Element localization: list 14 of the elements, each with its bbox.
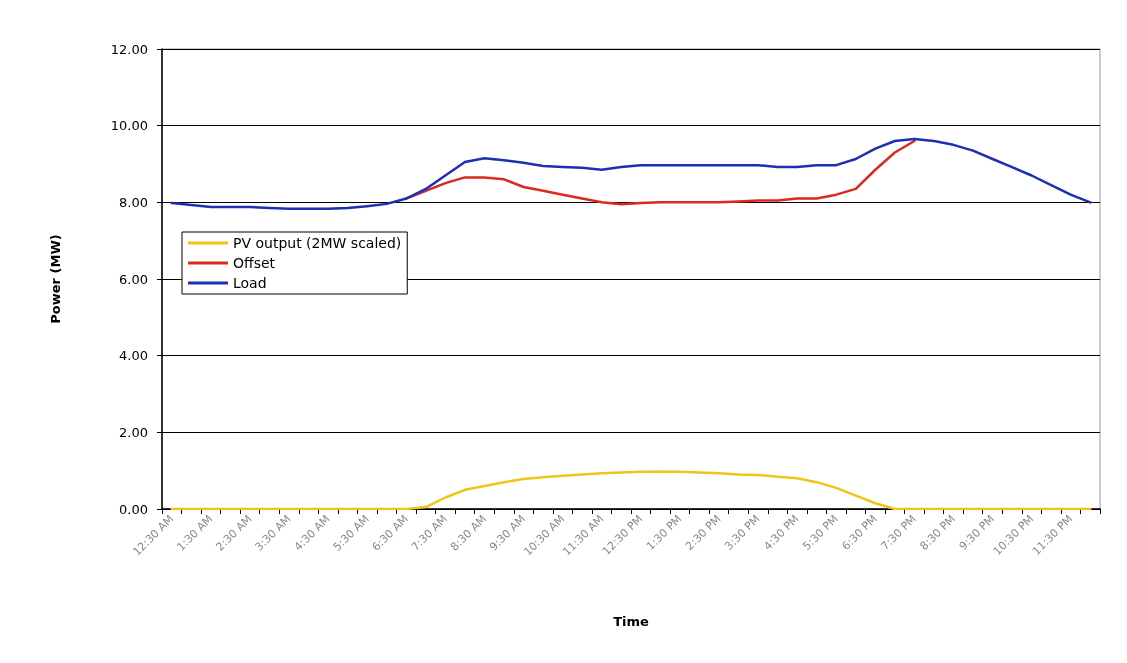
y-tick-label: 2.00 — [119, 424, 148, 440]
y-tick-label: 10.00 — [110, 118, 148, 134]
y-tick-label: 12.00 — [110, 41, 148, 57]
y-tick-label: 0.00 — [119, 501, 148, 517]
legend-label: Offset — [233, 255, 276, 271]
y-tick-label: 6.00 — [119, 271, 148, 287]
legend-label: PV output (2MW scaled) — [233, 235, 402, 251]
legend-label: Load — [233, 275, 267, 291]
y-tick-label: 8.00 — [119, 194, 148, 210]
y-tick-label: 4.00 — [119, 348, 148, 364]
line-series — [170, 470, 1092, 511]
line-series — [170, 137, 1092, 211]
y-axis-title: Power (MW) — [48, 234, 63, 324]
x-axis-title: Time — [613, 614, 650, 629]
